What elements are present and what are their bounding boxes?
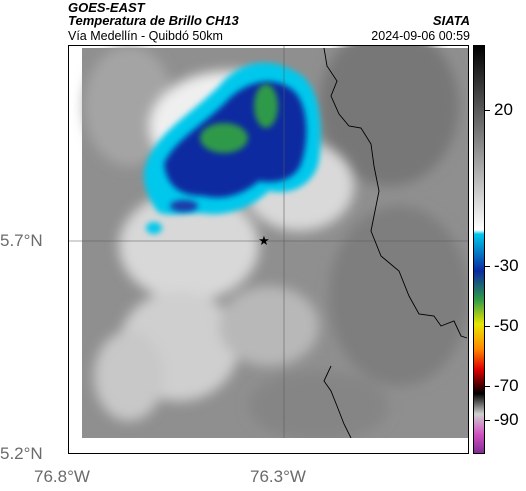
x-tick-label: 76.3°W [250,467,306,486]
colorbar-tick [485,420,490,421]
y-tick-label: 5.2°N [0,444,43,463]
satellite-image: ★ [69,46,468,453]
satellite-title: GOES-EAST [68,0,145,15]
colorbar-label: 20 [494,100,513,119]
map-panel: ★ [68,45,469,454]
x-tick-label: 76.8°W [34,467,90,486]
colorbar-tick [485,326,490,327]
datetime-label: 2024-09-06 00:59 [371,29,470,43]
org-label: SIATA [432,13,470,28]
colorbar-label: -50 [494,316,519,335]
colorbar [473,45,485,454]
y-tick-label: 5.7°N [0,231,43,250]
colorbar-label: -90 [494,410,519,429]
colorbar-tick [485,110,490,111]
colorbar-label: -70 [494,376,519,395]
colorbar-tick [485,266,490,267]
product-title: Temperatura de Brillo CH13 [68,13,239,28]
colorbar-label: -30 [494,256,519,275]
colorbar-tick [485,386,490,387]
star-icon: ★ [258,234,270,249]
route-subtitle: Vía Medellín - Quibdó 50km [68,29,223,43]
